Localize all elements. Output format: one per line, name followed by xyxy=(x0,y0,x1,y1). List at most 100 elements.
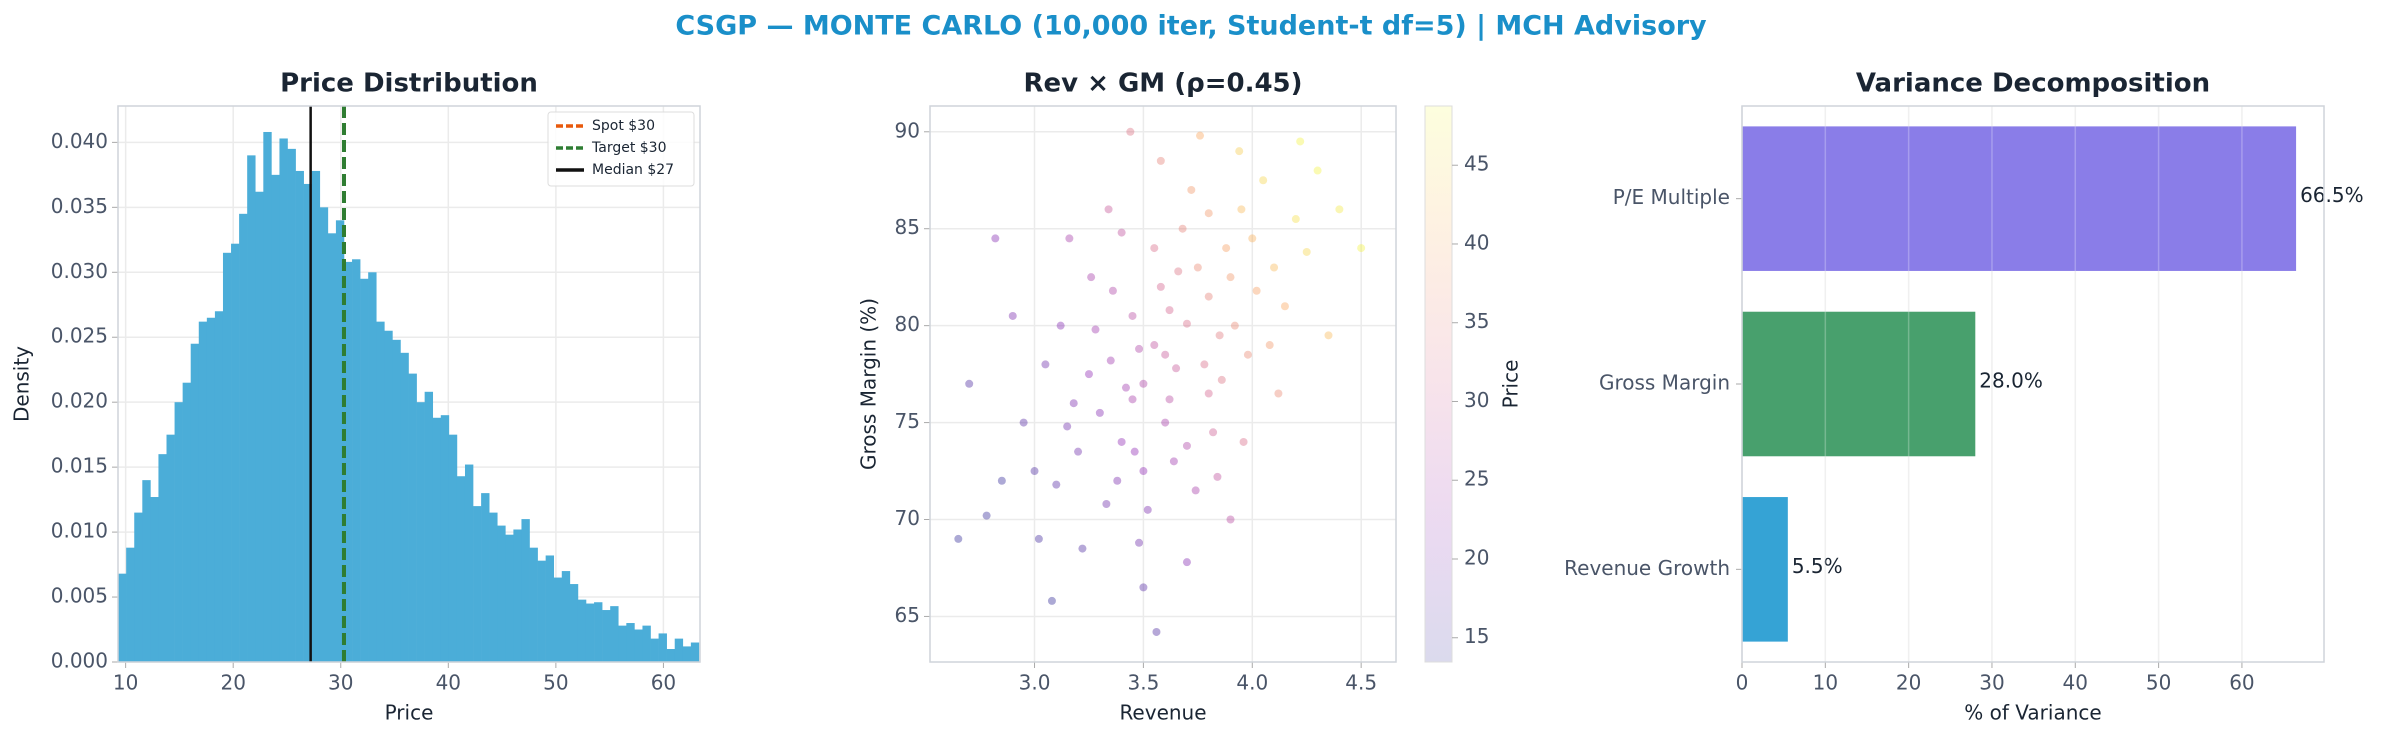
histogram-bar xyxy=(319,207,329,663)
colorbar-tick-label: 40 xyxy=(1464,230,1489,254)
y-tick-label: 0.020 xyxy=(51,389,108,413)
scatter-point xyxy=(1143,505,1152,514)
scatter-point xyxy=(1265,341,1274,350)
scatter-point xyxy=(1357,244,1366,253)
scatter-point xyxy=(965,379,974,388)
histogram-bar xyxy=(416,402,425,662)
scatter-point xyxy=(1139,379,1148,388)
histogram-bar xyxy=(174,402,183,662)
scatter-point xyxy=(1063,422,1072,431)
histogram-bar xyxy=(489,512,498,662)
figure-title: CSGP — MONTE CARLO (10,000 iter, Student… xyxy=(675,11,1707,42)
scatter-point xyxy=(1074,447,1083,456)
histogram-bar xyxy=(360,278,369,662)
x-tick-label: 30 xyxy=(328,671,353,695)
scatter-point xyxy=(1087,273,1096,282)
scatter-point xyxy=(1172,364,1181,373)
scatter-point xyxy=(1139,583,1148,592)
axes-frame xyxy=(929,105,1397,663)
bar xyxy=(1742,126,2297,271)
x-tick-label: 40 xyxy=(436,671,461,695)
histogram-bar xyxy=(561,571,571,662)
scatter-point xyxy=(1117,228,1126,237)
histogram-bar xyxy=(594,602,603,662)
scatter-point xyxy=(1291,215,1300,224)
scatter-point xyxy=(1117,437,1126,446)
histogram-bar xyxy=(231,243,240,662)
y-tick-label: 0.010 xyxy=(51,519,108,543)
value-label: 5.5% xyxy=(1792,554,1843,578)
scatter-point xyxy=(1230,321,1239,330)
histogram-bar xyxy=(263,131,272,662)
scatter-point xyxy=(1130,447,1139,456)
x-tick-label: 4.0 xyxy=(1236,671,1268,695)
histogram-bar xyxy=(279,138,288,663)
scatter-point xyxy=(1069,399,1078,408)
histogram-bar xyxy=(247,155,256,662)
x-tick-label: 3.0 xyxy=(1019,671,1051,695)
scatter-point xyxy=(1139,467,1148,476)
scatter-point xyxy=(1056,321,1065,330)
legend-label: Target $30 xyxy=(591,140,666,156)
scatter-point xyxy=(1084,370,1093,379)
histogram-bar xyxy=(650,638,659,662)
x-tick-label: 30 xyxy=(1979,671,2004,695)
scatter-point xyxy=(1187,185,1196,194)
scatter-point xyxy=(1128,395,1137,404)
histogram-bar xyxy=(239,213,248,662)
colorbar-tick-label: 25 xyxy=(1464,467,1489,491)
scatter-point xyxy=(1270,263,1279,272)
scatter-point xyxy=(1191,486,1200,495)
legend-box xyxy=(547,111,695,187)
value-label: 66.5% xyxy=(2300,183,2364,207)
histogram-bar xyxy=(287,148,296,663)
scatter-point xyxy=(1121,383,1130,392)
colorbar-tick-label: 15 xyxy=(1464,624,1489,648)
scatter-point xyxy=(1150,244,1159,253)
scatter-point xyxy=(1235,147,1244,156)
y-tick-label: 0.000 xyxy=(51,649,108,673)
x-axis-label: Price xyxy=(385,701,434,725)
histogram-bar xyxy=(126,547,135,662)
histogram-bar xyxy=(577,599,587,662)
histogram-bar xyxy=(537,560,546,662)
scatter-point xyxy=(997,476,1006,485)
scatter-point xyxy=(1274,389,1283,398)
legend-label: Spot $30 xyxy=(592,118,655,134)
scatter-point xyxy=(1222,244,1231,253)
scatter-point xyxy=(1259,176,1268,185)
bar xyxy=(1742,311,1976,457)
scatter-point xyxy=(1239,437,1248,446)
scatter-point xyxy=(1078,544,1087,553)
histogram-bar xyxy=(529,547,538,662)
histogram-bar xyxy=(303,183,313,663)
scatter-point xyxy=(1128,311,1137,320)
histogram-bar xyxy=(142,480,151,662)
colorbar xyxy=(1424,105,1453,663)
scatter-point xyxy=(1156,156,1165,165)
histogram-bar xyxy=(505,534,514,662)
scatter-point xyxy=(1091,325,1100,334)
histogram-bar xyxy=(150,497,159,662)
histogram-bar xyxy=(408,373,417,662)
scatter-point xyxy=(1178,224,1187,233)
histogram-bar xyxy=(295,170,304,662)
y-tick-label: Revenue Growth xyxy=(1564,556,1730,580)
y-axis-label: Gross Margin (%) xyxy=(857,298,881,470)
scatter-point xyxy=(1019,418,1028,427)
colorbar-tick-label: 45 xyxy=(1464,152,1489,176)
histogram-bar xyxy=(569,584,579,662)
chart-title: Variance Decomposition xyxy=(1856,69,2210,99)
histogram-bar xyxy=(214,311,224,662)
scatter-point xyxy=(1095,408,1104,417)
histogram-bar xyxy=(642,625,651,662)
x-axis-label: Revenue xyxy=(1119,701,1206,725)
scatter-point xyxy=(1196,131,1205,140)
histogram-bar xyxy=(626,623,635,662)
bar xyxy=(1742,497,1788,642)
x-tick-label: 3.5 xyxy=(1127,671,1159,695)
x-tick-label: 4.5 xyxy=(1345,671,1377,695)
scatter-point xyxy=(954,534,963,543)
scatter-point xyxy=(1217,375,1226,384)
histogram-bar xyxy=(634,629,643,662)
